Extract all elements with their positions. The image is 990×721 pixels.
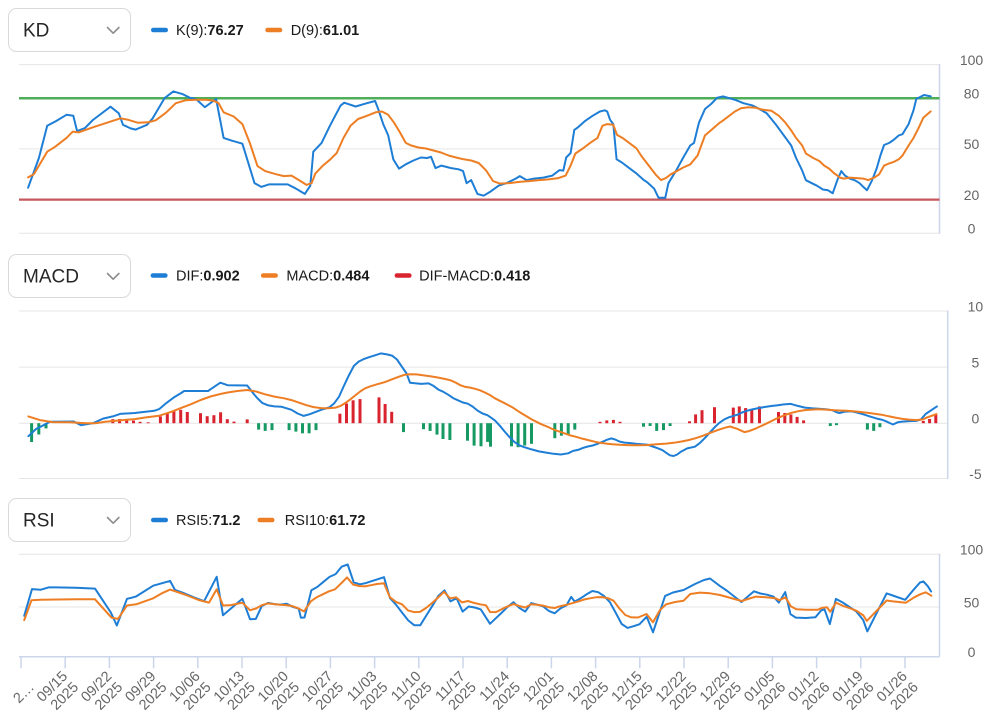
svg-text:D(9):61.01: D(9):61.01 [291, 23, 360, 39]
svg-text:DIF-MACD:0.418: DIF-MACD:0.418 [419, 269, 530, 285]
svg-text:MACD:0.484: MACD:0.484 [286, 269, 369, 285]
svg-text:100: 100 [960, 542, 984, 558]
svg-text:0: 0 [968, 221, 976, 237]
svg-text:50: 50 [964, 594, 980, 610]
svg-text:5: 5 [972, 354, 980, 370]
svg-text:MACD: MACD [23, 267, 79, 288]
svg-text:RSI10:61.72: RSI10:61.72 [285, 513, 366, 529]
svg-text:RSI5:71.2: RSI5:71.2 [176, 513, 241, 529]
svg-text:80: 80 [964, 86, 980, 102]
svg-text:DIF:0.902: DIF:0.902 [176, 269, 240, 285]
svg-text:0: 0 [968, 644, 976, 660]
svg-text:KD: KD [23, 21, 49, 42]
svg-text:10: 10 [968, 298, 984, 314]
svg-text:50: 50 [964, 136, 980, 152]
svg-text:20: 20 [964, 187, 980, 203]
svg-text:-5: -5 [969, 466, 982, 482]
svg-text:K(9):76.27: K(9):76.27 [176, 23, 244, 39]
svg-text:100: 100 [960, 52, 984, 68]
svg-text:0: 0 [972, 411, 980, 427]
svg-text:RSI: RSI [23, 511, 55, 532]
